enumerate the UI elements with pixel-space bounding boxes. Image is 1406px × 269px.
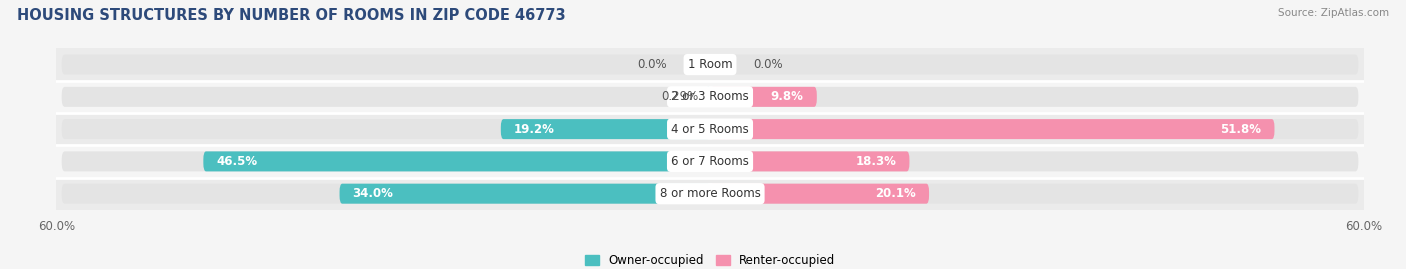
FancyBboxPatch shape [710,184,1358,204]
FancyBboxPatch shape [707,87,710,107]
Text: 34.0%: 34.0% [353,187,394,200]
Text: 51.8%: 51.8% [1220,123,1261,136]
FancyBboxPatch shape [710,87,817,107]
Text: 46.5%: 46.5% [217,155,257,168]
Bar [56,145,1364,178]
Text: 2 or 3 Rooms: 2 or 3 Rooms [671,90,749,103]
Text: 1 Room: 1 Room [688,58,733,71]
Bar [56,178,1364,210]
Text: 0.0%: 0.0% [637,58,666,71]
FancyBboxPatch shape [62,119,710,139]
Text: 20.1%: 20.1% [875,187,915,200]
Bar [56,113,1364,145]
Text: 8 or more Rooms: 8 or more Rooms [659,187,761,200]
Bar [56,48,1364,81]
Legend: Owner-occupied, Renter-occupied: Owner-occupied, Renter-occupied [579,249,841,269]
FancyBboxPatch shape [62,87,710,107]
FancyBboxPatch shape [710,151,1358,171]
FancyBboxPatch shape [710,119,1274,139]
FancyBboxPatch shape [62,55,710,75]
Text: Source: ZipAtlas.com: Source: ZipAtlas.com [1278,8,1389,18]
FancyBboxPatch shape [710,119,1358,139]
FancyBboxPatch shape [710,87,1358,107]
FancyBboxPatch shape [62,151,710,171]
FancyBboxPatch shape [710,151,910,171]
Text: HOUSING STRUCTURES BY NUMBER OF ROOMS IN ZIP CODE 46773: HOUSING STRUCTURES BY NUMBER OF ROOMS IN… [17,8,565,23]
FancyBboxPatch shape [340,184,710,204]
FancyBboxPatch shape [710,55,1358,75]
FancyBboxPatch shape [710,184,929,204]
Text: 9.8%: 9.8% [770,90,804,103]
Text: 18.3%: 18.3% [855,155,897,168]
Text: 19.2%: 19.2% [515,123,555,136]
Text: 6 or 7 Rooms: 6 or 7 Rooms [671,155,749,168]
Bar [56,81,1364,113]
FancyBboxPatch shape [62,184,710,204]
FancyBboxPatch shape [204,151,710,171]
Text: 0.29%: 0.29% [661,90,699,103]
Text: 4 or 5 Rooms: 4 or 5 Rooms [671,123,749,136]
Text: 0.0%: 0.0% [754,58,783,71]
FancyBboxPatch shape [501,119,710,139]
